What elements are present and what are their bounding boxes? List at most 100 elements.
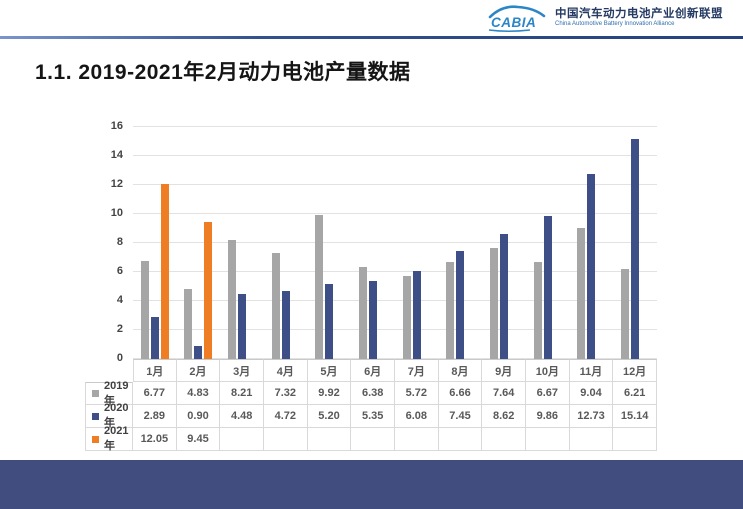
value-cell-2020年-11月: 12.73 [569,405,614,428]
value-cell-2019年-11月: 9.04 [569,382,614,405]
org-name-cn: 中国汽车动力电池产业创新联盟 [555,7,723,20]
gridline [133,184,657,185]
bar-2019年-7月 [402,276,411,359]
month-header-cell: 5月 [307,359,352,382]
bar-2019年-5月 [315,215,324,359]
bar-2020年-11月 [587,174,596,359]
y-axis: 0 2 4 6 8 10 12 14 16 [85,120,133,364]
bar-2019年-9月 [490,248,499,359]
value-cell-2020年-7月: 6.08 [395,405,439,428]
value-cell-2021年-1月: 12.05 [133,428,177,451]
bar-group-12月 [613,127,657,359]
y-axis-tick-label: 14 [110,149,123,161]
org-names: 中国汽车动力电池产业创新联盟 China Automotive Battery … [555,8,723,28]
gridline [133,300,657,301]
page-title: 1.1. 2019-2021年2月动力电池产量数据 [35,61,411,84]
value-cell-2019年-3月: 8.21 [220,382,264,405]
bar-2019年-12月 [621,268,630,359]
month-header-cell: 10月 [526,359,570,382]
value-cell-2021年-9月 [482,428,526,451]
chart-data-table: 1月 2月 3月 4月 5月 6月 7月 8月 9月 10月 11月 12月 2019年 6.77 4.83… [85,359,657,452]
y-axis-tick-label: 10 [110,207,123,219]
bar-group-9月 [482,127,526,359]
bar-group-6月 [351,127,395,359]
legend-swatch-2021年 [92,435,99,443]
bar-2021年-2月 [204,221,213,359]
legend-swatch-2019年 [92,390,99,397]
org-name-en: China Automotive Battery Innovation Alli… [555,21,675,28]
legend-swatch-2020年 [92,412,99,420]
value-cell-2021年-11月 [569,428,614,451]
bar-group-7月 [395,127,439,359]
bar-group-11月 [570,127,614,359]
value-cell-2019年-4月: 7.32 [264,382,308,405]
gridline [133,213,657,214]
value-cell-2019年-5月: 9.92 [307,382,352,405]
gridline [133,126,657,127]
y-axis-tick-label: 8 [116,236,123,248]
value-cell-2021年-10月 [526,428,570,451]
month-header-cell: 6月 [351,359,395,382]
value-cell-2021年-5月 [307,428,352,451]
bar-2021年-1月 [160,184,169,359]
bar-2019年-8月 [446,262,455,359]
month-header-cell: 9月 [482,359,526,382]
bar-2020年-6月 [369,281,378,359]
value-cell-2021年-7月 [395,428,439,451]
month-header-cell: 2月 [176,359,221,382]
value-cell-2020年-2月: 0.90 [176,405,221,428]
value-cell-2021年-12月 [613,428,657,451]
value-cell-2021年-2月: 9.45 [176,428,221,451]
bar-2020年-10月 [543,216,552,359]
month-header-cell: 7月 [395,359,439,382]
gridline [133,242,657,243]
value-cell-2020年-3月: 4.48 [220,405,264,428]
legend-cell-2020年: 2020年 [85,402,133,429]
value-cell-2019年-2月: 4.83 [176,382,221,405]
value-cell-2019年-1月: 6.77 [133,382,177,405]
value-cell-2019年-8月: 6.66 [438,382,483,405]
y-axis-tick-label: 2 [116,323,123,335]
value-cell-2019年-10月: 6.67 [526,382,570,405]
gridline [133,271,657,272]
bar-2019年-10月 [533,262,542,359]
header: CABIA 中国汽车动力电池产业创新联盟 China Automotive Ba… [0,0,743,39]
bar-group-2月 [177,127,221,359]
value-cell-2021年-8月 [438,428,483,451]
value-cell-2020年-12月: 15.14 [613,405,657,428]
footer-band [0,460,743,509]
y-axis-tick-label: 12 [110,178,123,190]
legend-label: 2020年 [104,402,129,429]
value-cell-2021年-4月 [264,428,308,451]
gridline [133,329,657,330]
legend-label: 2021年 [104,425,129,452]
month-header-cell: 3月 [220,359,264,382]
battery-production-chart: 0 2 4 6 8 10 12 14 16 1月 2月 3月 4月 5月 6月 7月 8月 9月 10月 11月 12… [85,120,657,452]
bar-2020年-4月 [281,290,290,359]
month-header-cell: 8月 [438,359,483,382]
y-axis-tick-label: 4 [116,294,123,306]
value-cell-2020年-10月: 9.86 [526,405,570,428]
value-cell-2019年-9月: 7.64 [482,382,526,405]
value-cell-2020年-9月: 8.62 [482,405,526,428]
value-cell-2020年-5月: 5.20 [307,405,352,428]
bar-2019年-4月 [271,252,280,359]
bar-2019年-11月 [577,227,586,359]
bar-2020年-1月 [150,317,159,359]
value-cell-2019年-7月: 5.72 [395,382,439,405]
month-header-cell: 1月 [133,359,177,382]
value-cell-2020年-6月: 5.35 [351,405,395,428]
y-axis-tick-label: 0 [116,352,123,364]
value-cell-2019年-12月: 6.21 [613,382,657,405]
bar-2020年-12月 [631,139,640,359]
cabia-logo-text: CABIA [491,15,536,30]
month-header-cell: 12月 [613,359,657,382]
bar-2020年-8月 [456,250,465,359]
bar-group-8月 [439,127,483,359]
gridline [133,358,657,359]
gridline [133,155,657,156]
bar-group-10月 [526,127,570,359]
bar-2020年-7月 [412,270,421,359]
bar-2020年-9月 [500,234,509,359]
